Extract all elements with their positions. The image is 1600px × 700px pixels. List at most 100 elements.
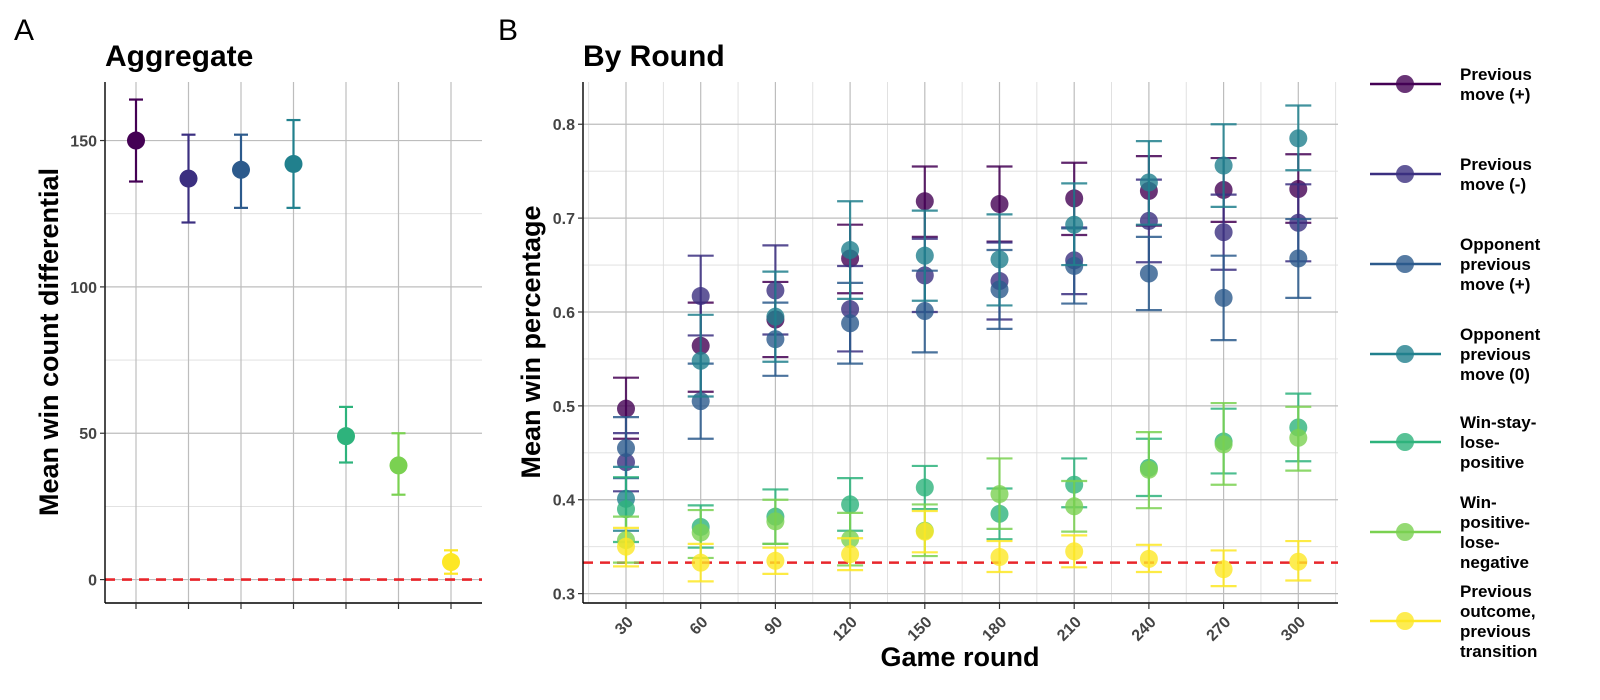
aggregate-point-group <box>442 549 460 575</box>
data-point <box>284 154 303 173</box>
legend-label: previous <box>1460 345 1531 364</box>
y-tick-label: 0.3 <box>553 587 575 604</box>
data-point <box>179 169 198 188</box>
legend-item: Win-stay-lose-positive <box>1370 413 1536 472</box>
data-point <box>915 478 934 497</box>
legend-label: Opponent <box>1460 325 1541 344</box>
panel-b-letter: B <box>498 14 518 47</box>
legend-label: move (+) <box>1460 85 1530 104</box>
panel-b-y-axis-title: Mean win percentage <box>516 205 546 478</box>
data-point <box>915 522 934 541</box>
x-tick-label: 30 <box>612 614 637 639</box>
data-point <box>766 307 785 326</box>
legend-label: Win-stay- <box>1460 413 1536 432</box>
data-point <box>691 351 710 370</box>
data-point <box>617 500 635 519</box>
data-point <box>1139 173 1158 192</box>
data-point <box>841 545 860 564</box>
data-point <box>990 548 1009 567</box>
data-point <box>841 314 860 333</box>
data-point <box>766 512 785 531</box>
data-point <box>915 246 934 265</box>
data-point <box>990 485 1009 504</box>
data-point <box>127 131 145 150</box>
data-point <box>841 495 860 514</box>
data-point <box>232 160 250 179</box>
data-point <box>766 551 785 570</box>
aggregate-point-group <box>337 405 355 464</box>
legend-key-point <box>1396 75 1414 93</box>
data-point <box>1139 460 1158 479</box>
y-tick-label: 0 <box>88 573 97 590</box>
data-point <box>691 553 710 572</box>
y-tick-label: 100 <box>70 280 97 297</box>
panel-b-title: By Round <box>583 40 725 73</box>
legend-label: move (+) <box>1460 275 1530 294</box>
aggregate-point-group <box>179 133 198 224</box>
y-tick-label: 0.6 <box>553 305 575 322</box>
y-tick-label: 0.4 <box>553 493 575 510</box>
panel-a-title: Aggregate <box>105 40 253 73</box>
legend-label: move (-) <box>1460 175 1526 194</box>
data-point <box>617 399 635 418</box>
data-point <box>1139 549 1158 568</box>
legend-label: Win- <box>1460 493 1497 512</box>
x-tick-label: 150 <box>905 614 936 645</box>
y-tick-label: 0.5 <box>553 399 575 416</box>
data-point <box>1065 497 1084 516</box>
legend-label: previous <box>1460 622 1531 641</box>
data-point <box>691 523 710 542</box>
aggregate-point-group <box>127 98 145 183</box>
data-point <box>617 537 635 556</box>
legend-label: positive <box>1460 453 1524 472</box>
y-tick-label: 50 <box>79 426 97 443</box>
data-point <box>1065 215 1084 234</box>
x-tick-label: 240 <box>1129 614 1160 645</box>
data-point <box>915 192 934 211</box>
aggregate-point-group <box>389 432 408 496</box>
data-point <box>1214 435 1233 454</box>
legend-label: lose- <box>1460 533 1500 552</box>
data-point <box>990 250 1009 269</box>
data-point <box>337 427 355 446</box>
panel-a-letter: A <box>14 14 34 47</box>
data-point <box>442 553 460 572</box>
data-point <box>1289 428 1308 447</box>
data-point <box>389 456 408 475</box>
legend-label: transition <box>1460 642 1537 661</box>
y-tick-label: 0.7 <box>553 211 575 228</box>
series-group <box>613 104 1312 532</box>
data-point <box>1139 264 1158 283</box>
legend-label: previous <box>1460 255 1531 274</box>
data-point <box>990 195 1009 214</box>
legend-label: outcome, <box>1460 602 1536 621</box>
data-point <box>1214 156 1233 175</box>
legend-key-point <box>1396 255 1414 273</box>
x-tick-label: 270 <box>1204 614 1235 645</box>
panel-b-plot: 0.3 0.4 0.5 0.6 0.7 0.8 30 60 90 120 150 180 210 240 2… <box>553 82 1338 645</box>
data-point <box>1214 288 1233 307</box>
panel-b-x-axis-title: Game round <box>880 642 1039 672</box>
legend-label: negative <box>1460 553 1529 572</box>
x-tick-label: 60 <box>687 614 712 639</box>
legend-key-point <box>1396 165 1414 183</box>
data-point <box>1289 129 1308 148</box>
x-tick-label: 300 <box>1278 614 1309 645</box>
panel-a-plot: 0 50 100 150 <box>70 82 482 609</box>
panel-a-y-axis-title: Mean win count differential <box>34 168 64 516</box>
data-point <box>915 302 934 321</box>
x-tick-label: 210 <box>1054 614 1085 645</box>
legend-label: positive- <box>1460 513 1530 532</box>
legend-key-point <box>1396 523 1414 541</box>
data-point <box>617 439 635 458</box>
data-point <box>1214 560 1233 579</box>
legend-label: Opponent <box>1460 235 1541 254</box>
data-point <box>1289 249 1308 268</box>
